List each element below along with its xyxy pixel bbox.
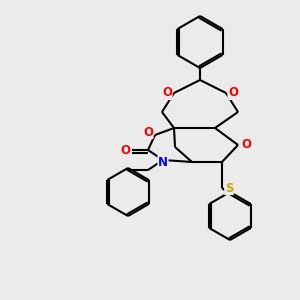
Text: O: O: [241, 139, 251, 152]
Text: N: N: [158, 155, 168, 169]
Text: S: S: [225, 182, 233, 194]
Text: O: O: [162, 86, 172, 100]
Text: O: O: [228, 86, 238, 100]
Text: O: O: [120, 143, 130, 157]
Text: O: O: [143, 125, 153, 139]
